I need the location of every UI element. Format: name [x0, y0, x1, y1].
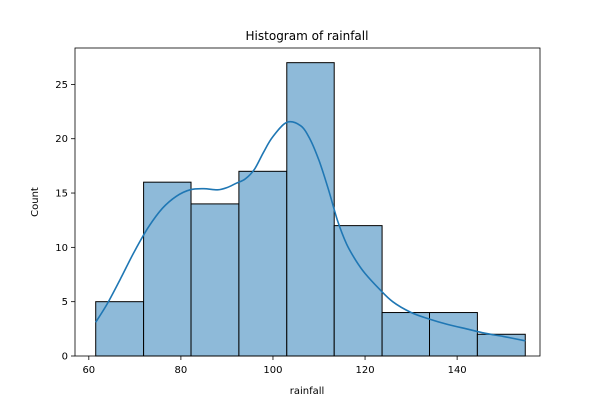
x-axis-ticks: 60 80 100 120 140	[82, 356, 467, 376]
y-tick-label: 25	[55, 80, 68, 91]
y-tick-label: 15	[55, 189, 68, 200]
histogram-bar-4	[286, 62, 335, 357]
histogram-bar-1	[143, 181, 192, 357]
plot-frame	[74, 47, 541, 357]
x-tick-label: 60	[82, 365, 95, 376]
histogram-bar-8	[476, 333, 526, 357]
histogram-bar-3	[238, 170, 288, 357]
histogram-bar-2	[190, 203, 240, 357]
y-axis-ticks: 0 5 10 15 20 25	[55, 80, 75, 363]
x-tick-label: 80	[175, 365, 188, 376]
histogram-bar-5	[333, 225, 383, 357]
bars-group	[95, 62, 526, 357]
y-tick-label: 10	[55, 243, 68, 254]
chart-title: Histogram of rainfall	[246, 29, 369, 43]
x-tick-label: 120	[356, 365, 375, 376]
x-axis-label: rainfall	[290, 386, 325, 397]
y-axis-label: Count	[30, 187, 41, 217]
y-tick-label: 0	[62, 352, 68, 363]
kde-curve	[95, 120, 526, 342]
histogram-bar-6	[381, 312, 431, 357]
x-tick-label: 140	[448, 365, 467, 376]
y-tick-label: 5	[62, 297, 68, 308]
y-tick-label: 20	[55, 134, 68, 145]
histogram-bar-7	[429, 312, 478, 357]
x-tick-label: 100	[263, 365, 282, 376]
